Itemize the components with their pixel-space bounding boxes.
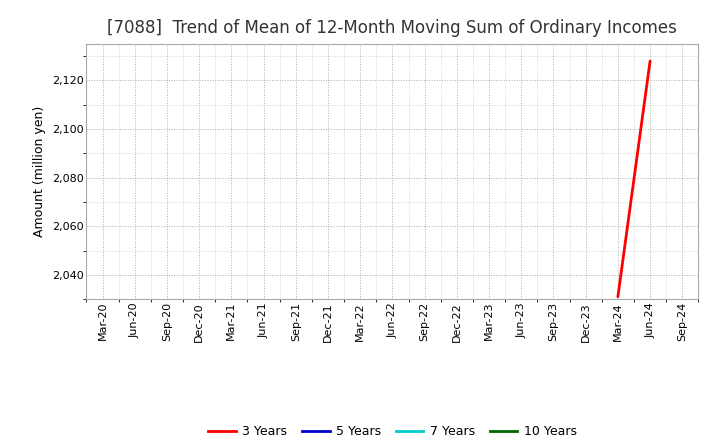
Legend: 3 Years, 5 Years, 7 Years, 10 Years: 3 Years, 5 Years, 7 Years, 10 Years — [203, 420, 582, 440]
Y-axis label: Amount (million yen): Amount (million yen) — [33, 106, 46, 237]
Title: [7088]  Trend of Mean of 12-Month Moving Sum of Ordinary Incomes: [7088] Trend of Mean of 12-Month Moving … — [107, 19, 678, 37]
